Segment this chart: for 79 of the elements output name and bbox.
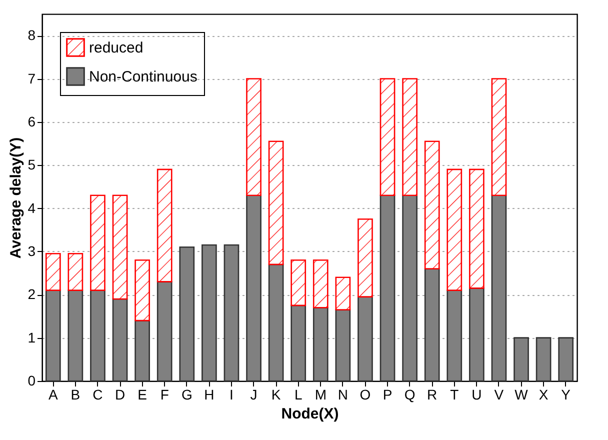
x-tick-label: R <box>427 386 438 402</box>
x-tick-label: P <box>382 386 392 402</box>
bar <box>134 259 150 322</box>
x-tick-label: D <box>114 386 126 402</box>
bar <box>469 168 484 289</box>
bar <box>290 259 306 306</box>
bar <box>134 320 150 382</box>
y-tick-label: 0 <box>28 372 36 388</box>
bar <box>312 259 328 308</box>
bar <box>358 218 373 298</box>
x-tick-label: F <box>160 386 169 402</box>
bar <box>268 264 284 382</box>
bar <box>558 337 574 382</box>
bar <box>246 194 262 382</box>
bar <box>469 288 484 382</box>
x-tick-label: O <box>360 386 371 402</box>
bar <box>402 78 418 196</box>
bar <box>446 290 462 382</box>
x-tick-label: C <box>92 386 103 402</box>
bar <box>424 268 440 382</box>
bar <box>446 168 462 291</box>
bar <box>491 78 507 196</box>
x-axis-title: Node(X) <box>281 406 339 422</box>
bar <box>536 337 552 382</box>
bar <box>156 168 172 282</box>
y-tick-label: 7 <box>28 70 36 86</box>
x-tick-label: J <box>250 386 258 402</box>
bar <box>112 194 128 300</box>
y-tick-label: 3 <box>28 242 36 259</box>
y-axis-title: Average delay(Y) <box>8 137 25 259</box>
x-tick-label: X <box>538 386 549 402</box>
bar <box>45 290 61 382</box>
legend-label: Non-Continuous <box>89 68 198 86</box>
bar <box>68 252 84 291</box>
x-tick-label: K <box>271 386 282 402</box>
bar <box>335 309 351 382</box>
y-tick-label: 2 <box>28 286 36 302</box>
bar <box>90 194 106 291</box>
x-tick-label: Y <box>561 386 572 402</box>
x-tick-label: M <box>314 386 326 402</box>
legend-label: reduced <box>89 40 144 56</box>
x-tick-label: T <box>450 386 460 402</box>
bar <box>156 281 172 382</box>
bar <box>45 252 61 291</box>
x-tick-label: N <box>338 386 348 402</box>
bar <box>268 140 284 266</box>
x-tick-label: E <box>138 386 147 402</box>
bar <box>402 194 418 382</box>
bar <box>179 246 195 382</box>
y-tick-label: 6 <box>28 113 36 130</box>
bar <box>90 290 106 382</box>
x-tick-label: V <box>494 386 504 402</box>
bar <box>290 304 306 382</box>
x-tick-label: U <box>472 386 482 402</box>
bar <box>424 140 440 270</box>
bar <box>202 244 217 382</box>
bar <box>335 276 351 310</box>
bar <box>312 306 328 382</box>
y-tick-label: 1 <box>28 329 36 346</box>
x-tick-label: Q <box>404 386 416 402</box>
bar <box>358 296 373 382</box>
x-tick-label: L <box>294 386 302 402</box>
bar <box>224 244 240 382</box>
x-tick-label: I <box>230 386 234 402</box>
x-tick-label: H <box>204 386 214 402</box>
x-tick-label: W <box>514 386 529 402</box>
bar <box>112 298 128 382</box>
y-tick-label: 4 <box>28 200 36 216</box>
bar <box>246 78 262 196</box>
bar <box>491 194 507 382</box>
y-tick-label: 8 <box>28 27 36 44</box>
x-tick-label: A <box>48 386 58 402</box>
bar <box>514 337 529 382</box>
bar <box>380 78 396 196</box>
bar <box>68 290 84 382</box>
y-tick-label: 5 <box>28 156 36 173</box>
x-tick-label: G <box>181 386 192 402</box>
bar <box>380 194 396 382</box>
x-tick-label: B <box>70 386 80 402</box>
